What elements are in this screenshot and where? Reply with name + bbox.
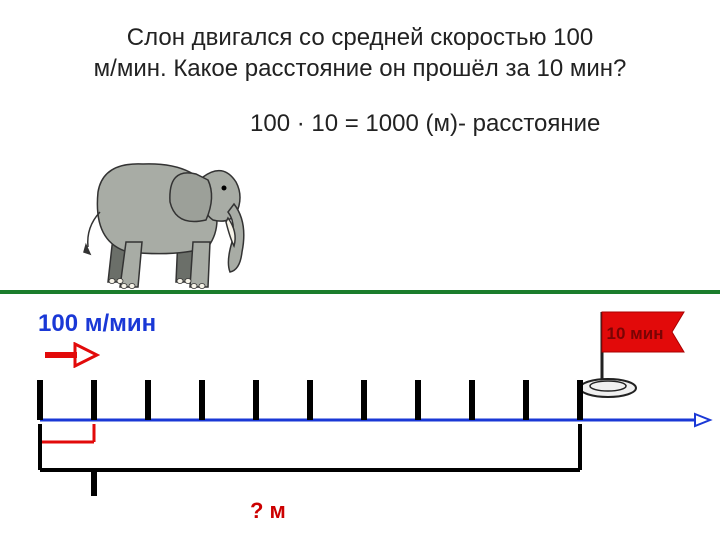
number-line — [0, 0, 720, 540]
answer-label: ? м — [250, 498, 286, 524]
stage: Слон двигался со средней скоростью 100 м… — [0, 0, 720, 540]
